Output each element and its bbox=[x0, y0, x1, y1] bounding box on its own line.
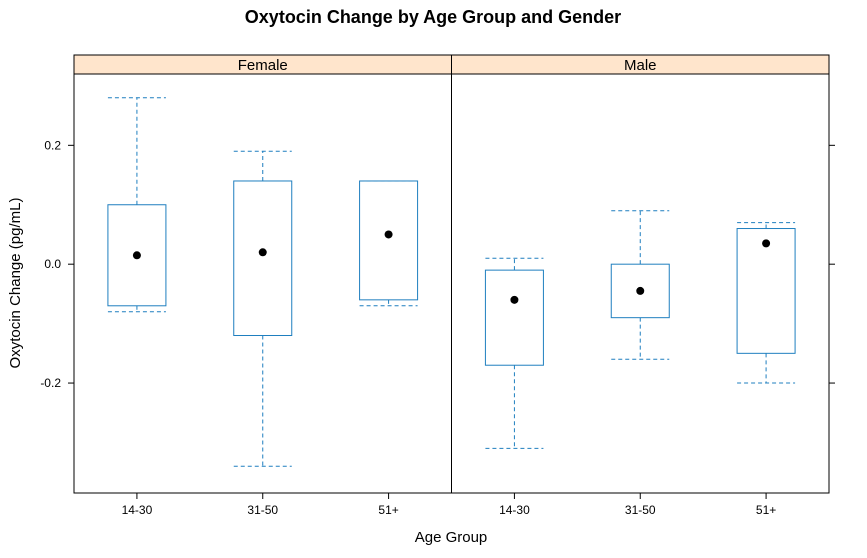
y-tick-label-2: 0.2 bbox=[44, 138, 61, 152]
strip-label-male: Male bbox=[624, 57, 657, 74]
median-point-female-51+ bbox=[384, 230, 393, 239]
box-female-51+ bbox=[359, 180, 419, 301]
median-point-female-14-30 bbox=[132, 251, 141, 260]
y-tick-label-1: 0.0 bbox=[44, 257, 61, 271]
plot-area: Female 14-30 31-50 51+ Male 14-30 31-50 51+ -0.2… bbox=[40, 54, 835, 517]
box-male-51+ bbox=[736, 228, 796, 354]
box-female-14-30 bbox=[107, 204, 167, 307]
strip-label-female: Female bbox=[238, 57, 288, 74]
x-tick-label-male-31-50: 31-50 bbox=[625, 503, 656, 517]
x-tick-label-male-14-30: 14-30 bbox=[499, 503, 530, 517]
x-tick-label-female-14-30: 14-30 bbox=[122, 503, 153, 517]
x-tick-label-male-51+: 51+ bbox=[756, 503, 776, 517]
box-male-14-30 bbox=[484, 269, 544, 366]
median-point-male-14-30 bbox=[510, 295, 519, 304]
box-male-31-50 bbox=[610, 263, 670, 319]
y-tick-label-0: -0.2 bbox=[40, 376, 61, 390]
chart-title: Oxytocin Change by Age Group and Gender bbox=[245, 7, 621, 27]
y-axis-label: Oxytocin Change (pg/mL) bbox=[7, 198, 24, 369]
x-axis-label: Age Group bbox=[415, 529, 488, 546]
x-tick-label-female-51+: 51+ bbox=[378, 503, 398, 517]
median-point-male-31-50 bbox=[636, 286, 645, 295]
median-point-female-31-50 bbox=[258, 248, 267, 257]
median-point-male-51+ bbox=[762, 239, 771, 248]
box-female-31-50 bbox=[233, 180, 293, 337]
panel-frame-male bbox=[451, 73, 830, 494]
x-tick-label-female-31-50: 31-50 bbox=[247, 503, 278, 517]
